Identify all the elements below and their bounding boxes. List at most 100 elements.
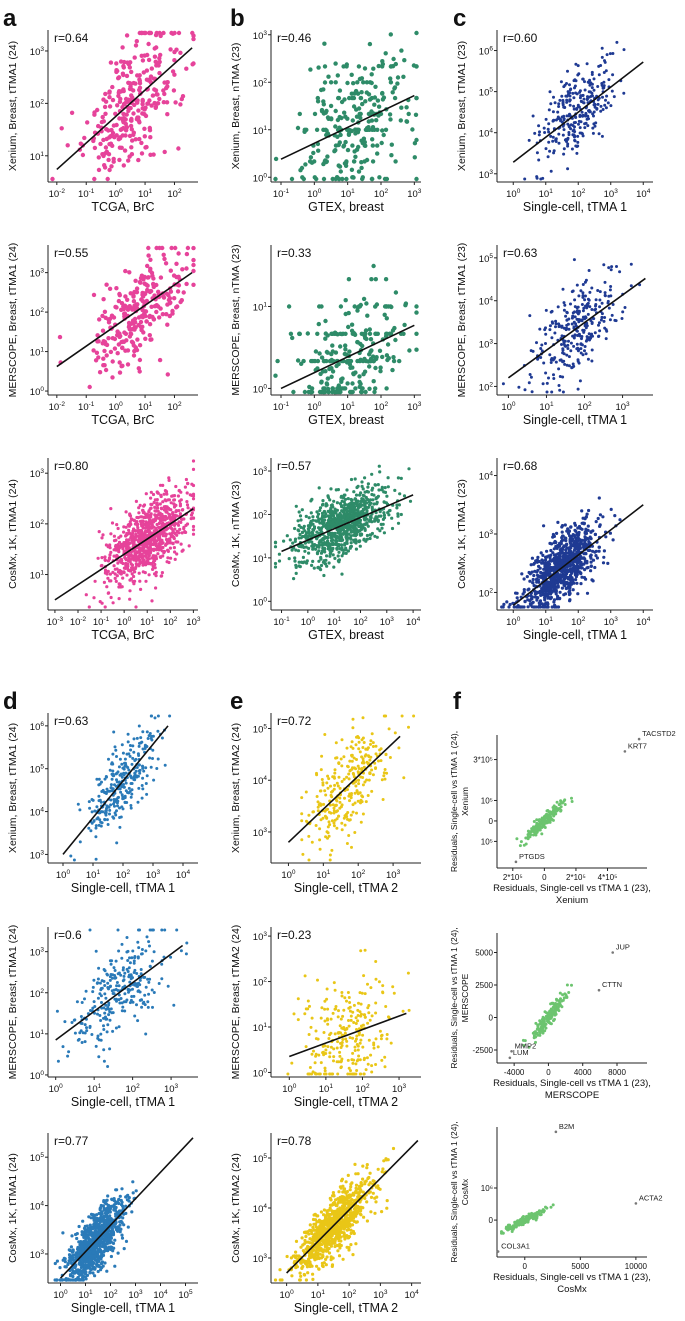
data-point — [589, 334, 593, 338]
data-point — [152, 547, 156, 551]
data-point — [185, 245, 191, 251]
data-point — [191, 268, 196, 274]
data-point — [565, 363, 569, 367]
data-point — [352, 521, 356, 525]
data-point — [338, 512, 342, 517]
data-point — [557, 558, 561, 562]
data-point — [69, 854, 73, 858]
data-point — [576, 64, 580, 68]
data-point — [294, 504, 298, 508]
data-point — [128, 513, 132, 517]
data-point — [164, 542, 168, 546]
data-point — [551, 139, 555, 143]
data-point — [298, 168, 303, 173]
data-point — [147, 322, 153, 327]
data-point — [146, 41, 151, 47]
data-point — [156, 509, 160, 513]
x-tick-label: 102 — [577, 401, 592, 413]
data-point — [317, 486, 321, 490]
data-point — [323, 318, 328, 324]
data-point — [537, 124, 541, 128]
data-point — [315, 331, 320, 336]
data-point — [608, 531, 613, 535]
x-tick-label: 102 — [374, 188, 389, 200]
data-point — [515, 591, 519, 595]
data-point — [562, 128, 566, 132]
data-point — [143, 145, 148, 150]
data-point — [139, 53, 144, 58]
x-axis-label: GTEX, breast — [308, 628, 384, 642]
data-point — [123, 268, 128, 274]
data-point — [150, 273, 155, 278]
data-point — [363, 389, 368, 395]
panel-label-f: f — [453, 688, 462, 715]
data-point — [154, 509, 158, 513]
data-point — [115, 778, 118, 782]
data-point — [573, 315, 577, 319]
data-point — [317, 543, 322, 547]
data-point — [328, 103, 334, 109]
data-point — [137, 506, 141, 510]
data-point — [601, 95, 604, 99]
data-point — [567, 576, 571, 580]
data-point — [336, 95, 341, 101]
data-point — [512, 605, 516, 609]
data-point — [584, 515, 588, 519]
data-point — [350, 389, 355, 395]
data-point — [285, 534, 289, 538]
data-point — [569, 545, 573, 549]
points-a1 — [50, 30, 196, 182]
data-point — [556, 594, 560, 598]
data-point — [594, 298, 598, 302]
data-point — [556, 115, 560, 119]
x-tick-label: 10-1 — [78, 401, 95, 413]
data-point — [121, 111, 126, 117]
data-point — [104, 127, 109, 132]
data-point — [591, 131, 595, 135]
data-point — [552, 149, 556, 153]
data-point — [87, 826, 91, 830]
data-point — [583, 80, 586, 84]
data-point — [349, 537, 353, 541]
data-point — [573, 298, 577, 302]
data-point — [107, 167, 112, 173]
data-point — [578, 113, 582, 117]
data-point — [581, 114, 585, 118]
data-point — [579, 351, 583, 355]
data-point — [120, 762, 124, 766]
data-point — [326, 495, 330, 499]
data-point — [514, 605, 519, 609]
data-point — [597, 549, 601, 553]
data-point — [156, 729, 160, 733]
data-point — [345, 509, 350, 513]
points-d1 — [69, 714, 172, 862]
data-point — [611, 52, 615, 55]
data-point — [147, 557, 151, 561]
data-point — [110, 375, 115, 380]
data-point — [377, 348, 383, 353]
data-point — [273, 373, 278, 378]
data-point — [164, 509, 168, 513]
data-point — [312, 111, 318, 117]
data-point — [589, 564, 593, 568]
data-point — [543, 561, 547, 565]
data-point — [554, 319, 558, 323]
data-point — [321, 176, 327, 182]
fit-line — [507, 277, 646, 379]
data-point — [123, 348, 128, 353]
data-point — [350, 118, 355, 123]
data-point — [103, 91, 108, 97]
data-point — [106, 157, 111, 163]
data-point — [134, 757, 138, 761]
data-point — [98, 782, 102, 786]
data-point — [129, 69, 134, 75]
data-point — [147, 289, 153, 295]
data-point — [319, 304, 324, 309]
data-point — [126, 158, 131, 163]
data-point — [153, 716, 157, 720]
data-point — [162, 256, 167, 262]
data-point — [157, 245, 162, 251]
data-point — [380, 64, 385, 69]
data-point — [529, 597, 533, 601]
